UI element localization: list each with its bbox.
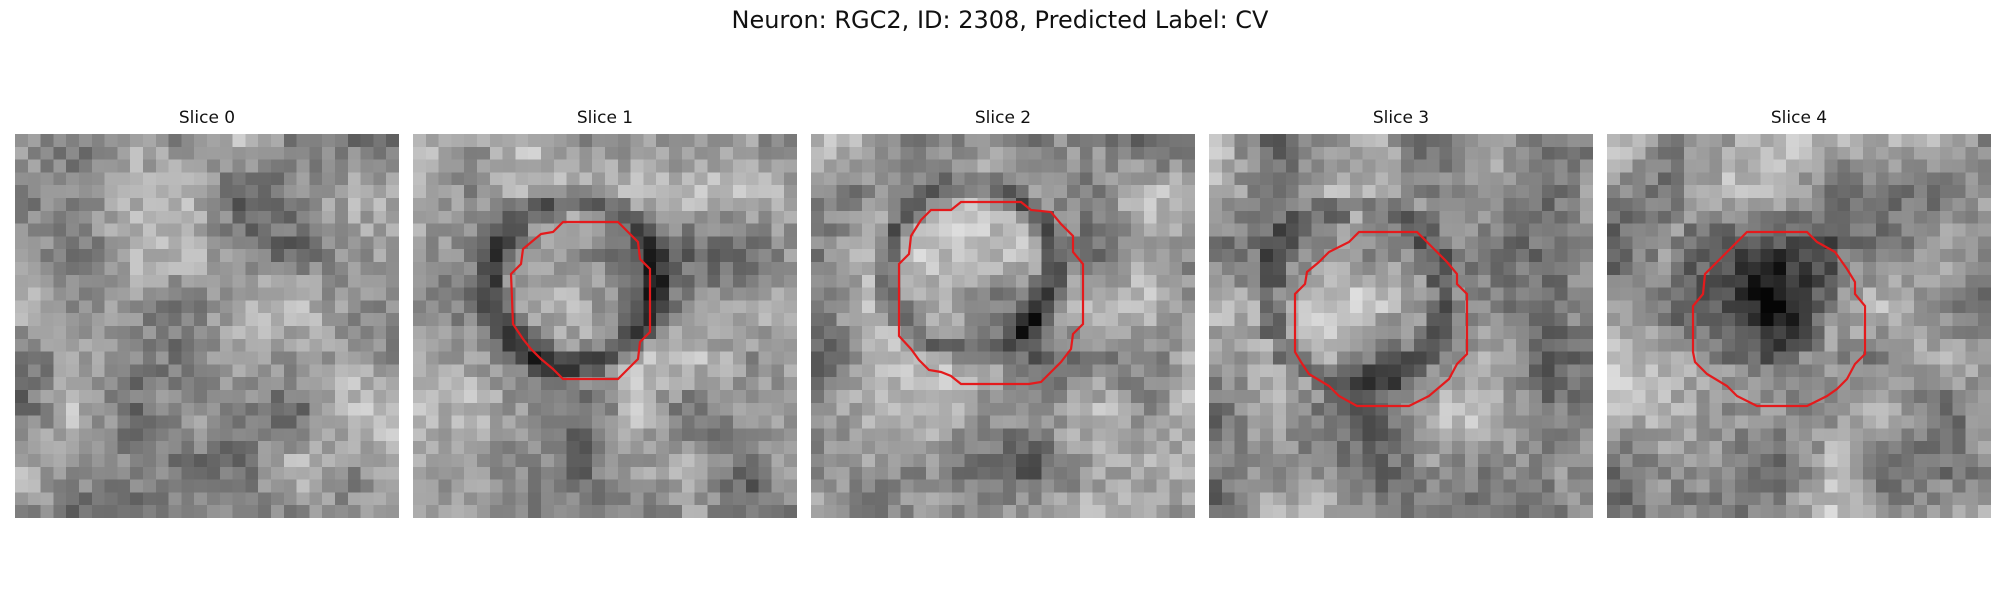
slice-image — [413, 134, 797, 518]
figure-title: Neuron: RGC2, ID: 2308, Predicted Label:… — [731, 6, 1269, 34]
slice-title: Slice 2 — [974, 108, 1032, 128]
slice-panel-4: Slice 4 — [1607, 108, 1991, 518]
slice-title: Slice 4 — [1770, 108, 1828, 128]
slice-image — [15, 134, 399, 518]
slice-image — [1607, 134, 1991, 518]
slice-panel-2: Slice 2 — [811, 108, 1195, 518]
slice-panel-1: Slice 1 — [413, 108, 797, 518]
slice-title: Slice 3 — [1372, 108, 1430, 128]
slice-image — [1209, 134, 1593, 518]
slice-title: Slice 0 — [178, 108, 236, 128]
slice-title: Slice 1 — [576, 108, 634, 128]
slice-panel-3: Slice 3 — [1209, 108, 1593, 518]
slice-panel-0: Slice 0 — [15, 108, 399, 518]
slice-image — [811, 134, 1195, 518]
